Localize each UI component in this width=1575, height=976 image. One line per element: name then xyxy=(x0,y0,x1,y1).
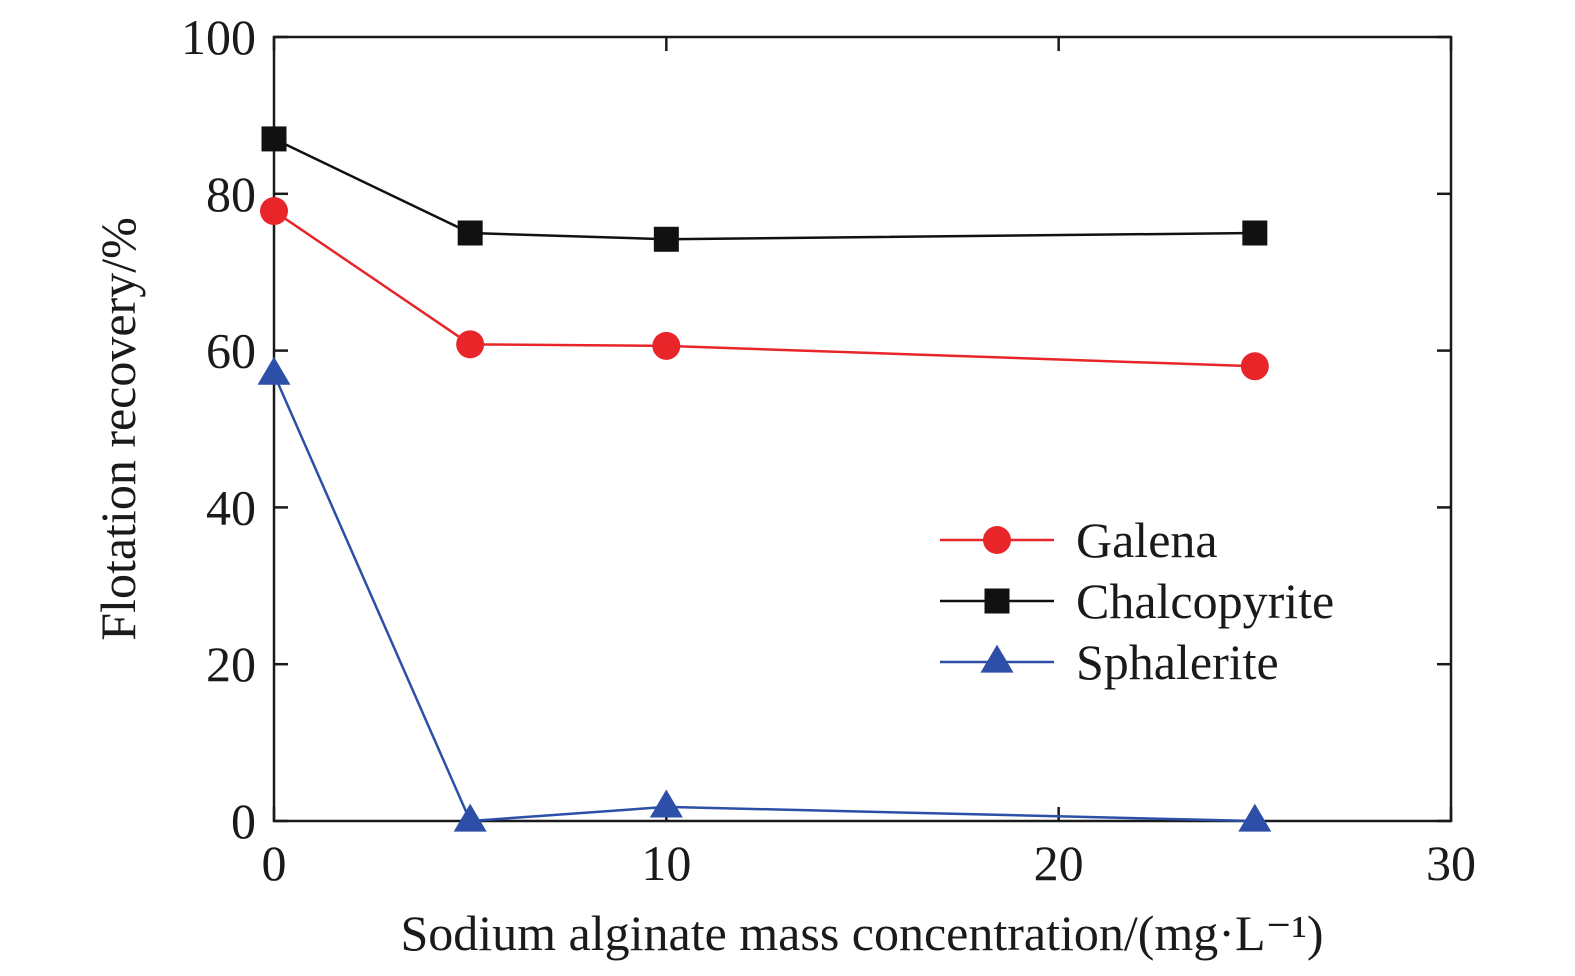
legend-marker-chalcopyrite xyxy=(984,588,1010,614)
data-point-sphalerite xyxy=(257,356,291,385)
legend-marker-sphalerite xyxy=(980,644,1014,673)
x-tick-label: 30 xyxy=(1426,835,1476,891)
data-point-sphalerite xyxy=(649,789,683,818)
data-point-chalcopyrite xyxy=(1242,220,1268,246)
legend-label-chalcopyrite: Chalcopyrite xyxy=(1076,573,1334,629)
legend-item-sphalerite: Sphalerite xyxy=(940,634,1279,690)
legend-marker-galena xyxy=(983,526,1011,554)
y-tick-label: 100 xyxy=(181,9,256,65)
y-tick-label: 60 xyxy=(206,323,256,379)
data-point-galena xyxy=(456,330,485,359)
x-axis-label: Sodium alginate mass concentration/(mg·L… xyxy=(400,905,1323,961)
x-tick-label: 0 xyxy=(262,835,287,891)
y-tick-label: 0 xyxy=(231,793,256,849)
legend-item-galena: Galena xyxy=(940,512,1218,568)
data-point-galena xyxy=(652,331,681,360)
data-point-galena xyxy=(260,197,288,226)
x-tick-label: 20 xyxy=(1034,835,1084,891)
axis-ticks: 0 10 20 30 0 20 40 60 80 100 xyxy=(181,9,1476,891)
y-axis-label: Flotation recovery/% xyxy=(90,217,146,641)
legend-item-chalcopyrite: Chalcopyrite xyxy=(940,573,1334,629)
data-point-sphalerite xyxy=(453,803,487,832)
data-point-chalcopyrite xyxy=(457,220,483,246)
plot-frame xyxy=(272,35,1453,823)
x-tick-label: 10 xyxy=(641,835,691,891)
legend-label-sphalerite: Sphalerite xyxy=(1076,634,1279,690)
series-sphalerite xyxy=(257,356,1272,832)
data-point-sphalerite xyxy=(1238,803,1272,832)
data-point-galena xyxy=(1240,352,1269,381)
y-tick-label: 20 xyxy=(206,636,256,692)
series-line-sphalerite xyxy=(272,373,1255,823)
series-line-galena xyxy=(273,210,1255,368)
data-series xyxy=(257,126,1272,832)
series-chalcopyrite xyxy=(261,126,1268,252)
y-tick-label: 80 xyxy=(206,166,256,222)
data-point-chalcopyrite xyxy=(653,226,679,252)
series-galena xyxy=(260,197,1269,381)
y-tick-label: 40 xyxy=(206,479,256,535)
legend-label-galena: Galena xyxy=(1076,512,1218,568)
series-line-chalcopyrite xyxy=(273,137,1255,241)
data-point-chalcopyrite xyxy=(261,126,287,152)
